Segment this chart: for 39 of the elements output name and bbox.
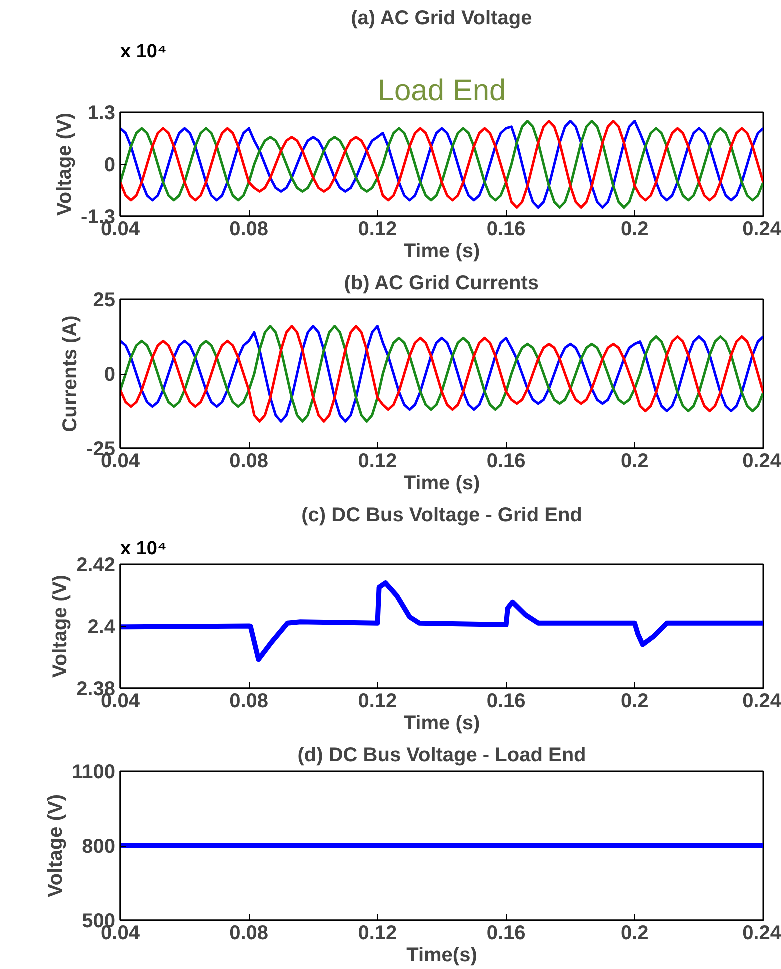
x-tick-label: 0.12 — [358, 922, 398, 944]
x-tick-label: 0.16 — [486, 922, 526, 944]
x-tick-label: 0.2 — [621, 690, 649, 712]
x-tick-label: 0.2 — [621, 450, 649, 472]
y-axis-title: Voltage (V) — [50, 575, 72, 678]
x-axis-title: Time(s) — [406, 944, 478, 966]
chart-title: (a) AC Grid Voltage — [351, 8, 532, 30]
x-axis-title: Time (s) — [404, 240, 480, 262]
text: x 10⁴ — [120, 538, 167, 560]
y-tick-label: 2.4 — [88, 616, 116, 638]
y-tick-label: 0 — [104, 364, 116, 386]
x-tick-label: 0.08 — [230, 922, 269, 944]
y-tick-label: 25 — [93, 290, 116, 312]
text: Load End — [378, 74, 506, 108]
x-tick-label: 0.08 — [230, 218, 269, 240]
y-axis-title: Voltage (V) — [45, 794, 68, 898]
y-axis-title: Currents (A) — [60, 316, 82, 432]
chart-title: (c) DC Bus Voltage - Grid End — [302, 504, 582, 526]
x-tick-label: 0.12 — [358, 450, 398, 472]
x-tick-label: 0.16 — [486, 218, 526, 240]
x-tick-label: 0.08 — [230, 690, 269, 712]
y-tick-label: 2.42 — [76, 554, 116, 576]
x-axis-title: Time (s) — [404, 712, 480, 734]
chart-title: (b) AC Grid Currents — [344, 272, 540, 294]
x-tick-label: 0.12 — [358, 690, 398, 712]
x-tick-label: 0.2 — [621, 218, 649, 240]
y-tick-label: 1100 — [72, 762, 116, 784]
y-axis-title: Voltage (V) — [54, 113, 76, 216]
x-tick-label: 0.16 — [486, 690, 526, 712]
y-tick-label: 0 — [104, 154, 116, 176]
text: x 10⁴ — [120, 42, 167, 62]
x-tick-label: 0.08 — [230, 450, 269, 472]
x-axis-title: Time (s) — [404, 472, 480, 494]
y-tick-label: 800 — [82, 836, 116, 858]
x-tick-label: 0.2 — [621, 922, 649, 944]
y-tick-label: 1.3 — [88, 102, 116, 124]
x-tick-label: 0.16 — [486, 450, 526, 472]
chart-title: (d) DC Bus Voltage - Load End — [298, 744, 586, 766]
x-tick-label: 0.12 — [358, 218, 398, 240]
